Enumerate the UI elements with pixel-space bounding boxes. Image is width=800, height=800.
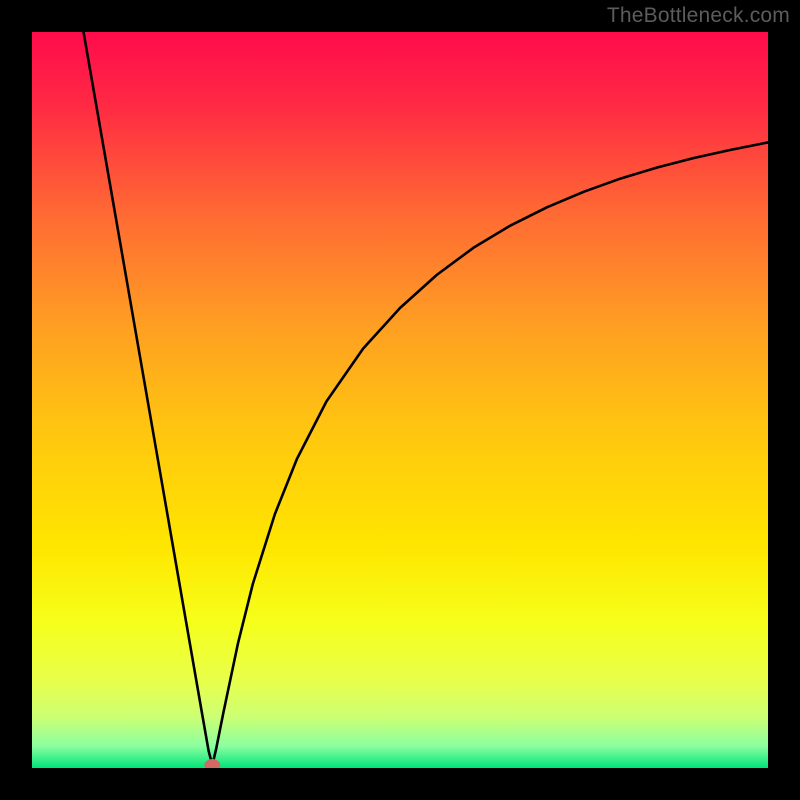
plot-area [32,32,768,768]
gradient-background [32,32,768,768]
chart-frame: TheBottleneck.com [0,0,800,800]
watermark-text: TheBottleneck.com [607,4,790,28]
chart-svg [32,32,768,768]
